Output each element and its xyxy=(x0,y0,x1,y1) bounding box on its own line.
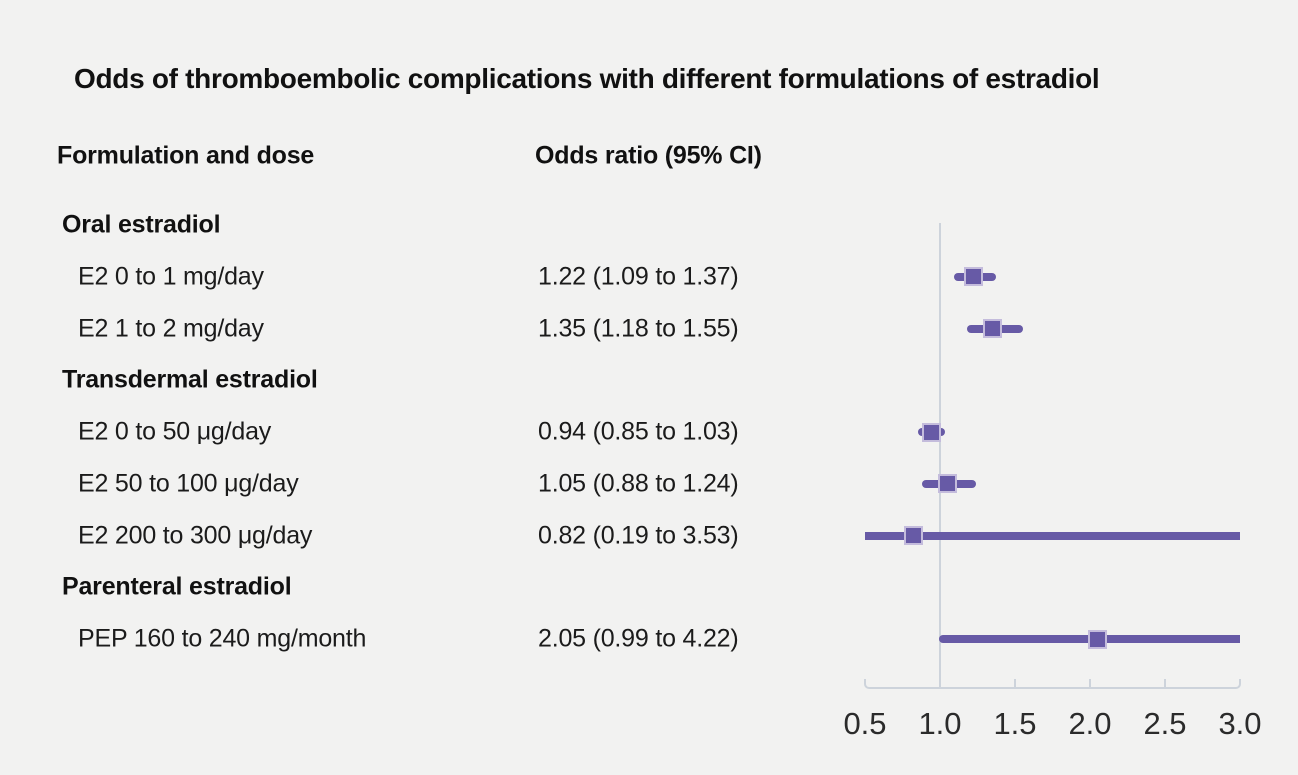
point-estimate-marker xyxy=(938,474,957,494)
axis-tick xyxy=(1088,679,1092,689)
odds-ratio-value: 2.05 (0.99 to 4.22) xyxy=(538,624,739,653)
axis-tick-label: 2.5 xyxy=(1143,706,1187,741)
axis-tick-label: 2.0 xyxy=(1068,706,1112,741)
section-label: Oral estradiol xyxy=(62,210,221,239)
item-label: PEP 160 to 240 mg/month xyxy=(78,624,367,653)
odds-ratio-value: 0.94 (0.85 to 1.03) xyxy=(538,417,739,446)
point-estimate-marker xyxy=(983,319,1002,338)
item-label: E2 0 to 1 mg/day xyxy=(78,262,264,291)
ci-bar xyxy=(865,531,1240,540)
point-estimate-marker xyxy=(1088,629,1107,649)
axis-tick-label: 1.0 xyxy=(918,706,962,741)
odds-ratio-value: 1.22 (1.09 to 1.37) xyxy=(538,262,739,291)
odds-ratio-value: 0.82 (0.19 to 3.53) xyxy=(538,521,739,549)
axis-tick-label: 0.5 xyxy=(843,706,887,741)
chart-title: Odds of thromboembolic complications wit… xyxy=(74,63,1100,94)
reference-line xyxy=(938,223,942,689)
section-label: Parenteral estradiol xyxy=(62,572,292,601)
axis-tick xyxy=(938,679,942,689)
point-estimate-marker xyxy=(903,526,923,545)
item-label: E2 200 to 300 μg/day xyxy=(78,521,313,549)
column-header-odds-ratio: Odds ratio (95% CI) xyxy=(535,141,762,170)
item-label: E2 50 to 100 μg/day xyxy=(78,469,299,498)
point-estimate-marker xyxy=(921,422,941,442)
axis-tick-label: 3.0 xyxy=(1218,706,1262,741)
column-header-formulation: Formulation and dose xyxy=(57,141,315,170)
axis-tick-label: 1.5 xyxy=(993,706,1037,741)
item-label: E2 1 to 2 mg/day xyxy=(78,314,264,342)
axis-line xyxy=(863,679,1242,689)
axis-tick xyxy=(1013,679,1017,689)
odds-ratio-value: 1.35 (1.18 to 1.55) xyxy=(538,314,739,342)
odds-ratio-value: 1.05 (0.88 to 1.24) xyxy=(538,469,739,498)
item-label: E2 0 to 50 μg/day xyxy=(78,417,272,446)
section-label: Transdermal estradiol xyxy=(62,365,318,394)
point-estimate-marker xyxy=(963,267,983,287)
axis-tick xyxy=(1163,679,1167,689)
